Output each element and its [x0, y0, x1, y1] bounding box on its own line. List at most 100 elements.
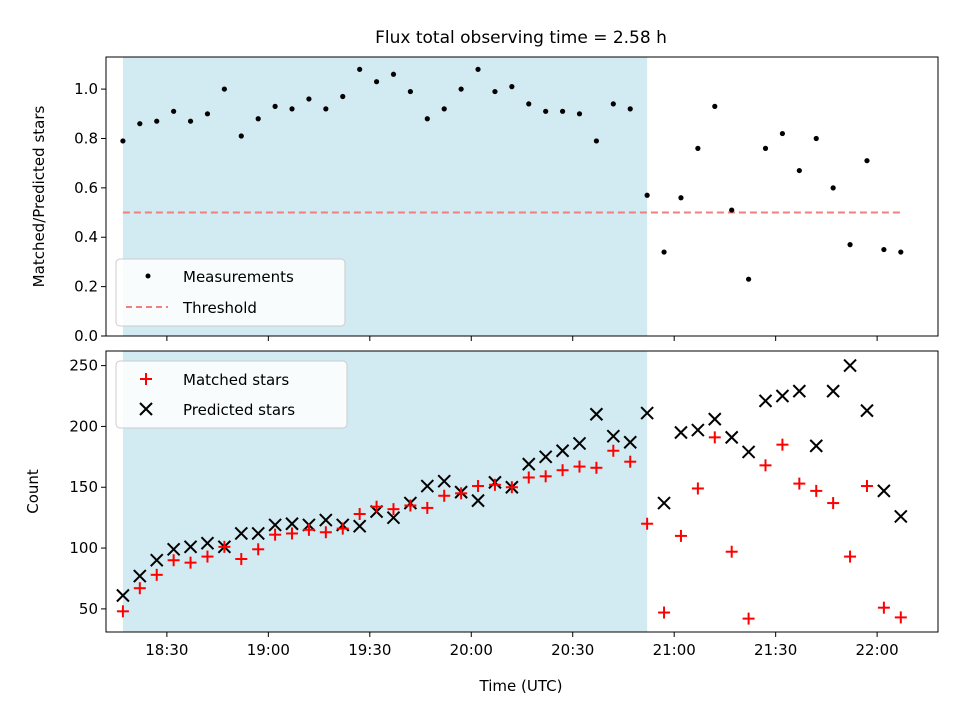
predicted-star-point — [116, 588, 130, 603]
matched-star-point — [759, 459, 772, 472]
measurement-point — [796, 167, 802, 174]
top-x-axis-ticks — [166, 336, 878, 341]
matched-star-point — [133, 582, 146, 595]
measurement-point — [458, 86, 464, 92]
matched-star-point — [827, 497, 840, 510]
bottom-axes-frame — [105, 350, 939, 633]
predicted-star-point — [606, 429, 621, 443]
measurement-point — [830, 185, 836, 191]
predicted-star-point — [150, 553, 164, 567]
predicted-star-point — [809, 439, 823, 453]
measurement-point — [627, 106, 633, 112]
predicted-star-stroke — [133, 569, 147, 583]
bottom-legend-box — [115, 360, 348, 429]
top-y-tick-label: 1.0 — [74, 80, 98, 98]
measurement-point — [712, 103, 718, 109]
predicted-star-stroke — [657, 496, 671, 510]
predicted-star-stroke — [319, 513, 333, 527]
matched-star-point — [810, 484, 823, 497]
predicted-star-point — [183, 540, 198, 554]
matched-star-point — [387, 503, 400, 516]
measurement-point — [255, 116, 261, 122]
predicted-star-stroke — [589, 407, 604, 421]
predicted-star-point — [251, 526, 265, 541]
matched-star-point — [573, 460, 586, 473]
predicted-star-stroke — [150, 553, 164, 567]
predicted-star-stroke — [183, 540, 198, 554]
matched-star-point — [336, 522, 349, 535]
legend-measurements-label: Measurements — [183, 268, 294, 286]
measurement-point — [424, 116, 430, 122]
matched-star-point — [641, 517, 654, 530]
measurement-point — [729, 207, 735, 213]
bottom-y-tick-label: 100 — [69, 539, 98, 557]
measurement-point — [779, 130, 786, 137]
predicted-star-stroke — [724, 430, 739, 445]
top-y-tick-label: 0.8 — [74, 129, 98, 147]
measurement-point — [357, 66, 363, 72]
measurement-point — [543, 108, 549, 114]
predicted-star-point — [708, 412, 722, 426]
matched-star-point — [725, 545, 738, 558]
predicted-star-point — [522, 457, 536, 471]
predicted-star-point — [894, 509, 908, 524]
predicted-star-point — [640, 406, 654, 420]
chart-title: Flux total observing time = 2.58 h — [375, 28, 667, 48]
predicted-star-point — [437, 474, 451, 488]
matched-star-point — [167, 554, 180, 567]
measurement-point — [390, 71, 397, 77]
matched-star-point — [556, 464, 569, 477]
predicted-star-stroke — [860, 403, 874, 418]
predicted-star-point — [741, 445, 756, 459]
matched-star-point — [370, 500, 383, 513]
predicted-star-point — [471, 493, 485, 508]
legend-matched-marker — [140, 373, 152, 385]
predicted-star-stroke — [538, 450, 553, 464]
predicted-star-point — [775, 389, 790, 403]
predicted-star-point — [724, 430, 739, 445]
predicted-star-point — [234, 526, 248, 541]
predicted-star-stroke — [386, 510, 401, 525]
predicted-star-point — [319, 513, 333, 527]
x-tick-label: 20:00 — [450, 641, 493, 659]
predicted-star-stroke — [606, 429, 621, 443]
predicted-star-stroke — [809, 439, 823, 453]
matched-star-point — [302, 523, 315, 536]
measurement-point — [441, 106, 447, 112]
legend-predicted-marker — [139, 402, 153, 416]
predicted-star-stroke — [792, 384, 807, 398]
measurement-point — [373, 79, 380, 85]
legend-threshold-label: Threshold — [182, 299, 257, 317]
measurement-point — [272, 103, 278, 109]
matched-star-point — [894, 611, 907, 624]
predicted-star-point — [133, 569, 147, 583]
matched-star-point — [353, 508, 366, 521]
matched-star-point — [624, 455, 637, 468]
measurement-point — [306, 96, 312, 102]
bottom-y-axis-label: Count — [24, 469, 42, 514]
predicted-star-stroke — [775, 389, 790, 403]
top-panel: 0.0 0.2 0.4 0.6 0.8 1.0 Matched/Predicted sta… — [30, 56, 939, 345]
predicted-star-stroke — [437, 474, 451, 488]
measurement-point — [678, 195, 684, 201]
matched-star-point — [776, 438, 789, 451]
predicted-star-point — [386, 510, 401, 525]
predicted-star-stroke — [268, 518, 282, 532]
measurement-point — [238, 133, 244, 139]
predicted-star-point — [843, 358, 857, 373]
predicted-star-point — [792, 384, 807, 398]
matched-star-point — [590, 461, 603, 474]
predicted-star-point — [826, 384, 840, 398]
predicted-star-stroke — [522, 457, 536, 471]
measurement-point — [847, 242, 853, 248]
predicted-star-stroke — [826, 384, 840, 398]
x-tick-label: 22:00 — [856, 641, 899, 659]
matched-star-point — [860, 480, 873, 493]
predicted-star-stroke — [234, 526, 248, 541]
matched-star-point — [116, 605, 129, 618]
predicted-star-point — [860, 403, 874, 418]
matched-star-point — [708, 431, 721, 444]
matched-star-point — [184, 556, 197, 569]
top-legend: Measurements Threshold — [115, 258, 346, 327]
measurement-point — [746, 276, 752, 282]
